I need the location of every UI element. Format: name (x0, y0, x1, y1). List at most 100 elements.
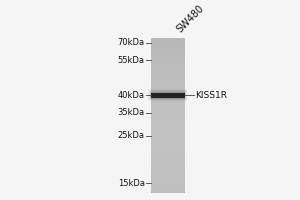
Bar (151, 140, 185, 141)
Bar (151, 131, 185, 132)
Bar (151, 176, 185, 177)
Bar (151, 50, 185, 51)
Bar (151, 55, 185, 56)
Bar (151, 180, 185, 181)
Bar (151, 128, 185, 130)
Bar (151, 123, 185, 125)
Text: 35kDa: 35kDa (118, 108, 145, 117)
Bar (151, 100, 185, 101)
Bar (151, 150, 185, 152)
Bar (151, 59, 185, 60)
Bar (151, 46, 185, 47)
Bar (151, 115, 185, 117)
Bar (151, 177, 185, 179)
Bar (151, 105, 185, 107)
Text: 70kDa: 70kDa (118, 38, 145, 47)
Bar (151, 173, 185, 175)
Bar (151, 126, 185, 127)
Bar (151, 73, 185, 74)
Bar (151, 63, 185, 64)
Bar (151, 41, 185, 42)
Bar (151, 81, 185, 82)
Bar (151, 133, 185, 135)
Bar (151, 127, 185, 129)
Bar (151, 79, 185, 81)
Bar (151, 61, 185, 63)
Bar (151, 117, 185, 118)
Bar (151, 64, 185, 65)
Bar (151, 104, 185, 105)
Bar (151, 190, 185, 192)
Bar (151, 82, 185, 83)
Bar (150, 91, 186, 100)
Bar (151, 148, 185, 149)
Bar (151, 119, 185, 121)
Bar (151, 154, 185, 156)
Bar (150, 92, 185, 99)
Bar (151, 74, 185, 76)
Bar (151, 157, 185, 158)
Bar (151, 67, 185, 68)
Bar (151, 101, 185, 103)
Bar (151, 106, 185, 108)
Bar (151, 54, 185, 55)
Bar (151, 76, 185, 77)
Bar (151, 169, 185, 171)
Bar (151, 97, 185, 99)
Bar (151, 93, 185, 98)
Bar (151, 94, 185, 95)
Bar (151, 42, 185, 44)
Bar (151, 86, 185, 87)
Text: 55kDa: 55kDa (118, 56, 145, 65)
Bar (151, 95, 185, 96)
Text: KISS1R: KISS1R (195, 91, 227, 100)
Bar (151, 56, 185, 58)
Bar (151, 160, 185, 162)
Bar (151, 184, 185, 185)
Bar (151, 88, 185, 90)
Bar (151, 60, 185, 62)
Bar (151, 110, 185, 112)
Bar (151, 139, 185, 140)
Bar (151, 52, 185, 54)
Bar (151, 72, 185, 73)
Bar (151, 49, 185, 50)
Bar (151, 137, 185, 139)
Bar (151, 145, 185, 147)
Bar (151, 158, 185, 159)
Text: 25kDa: 25kDa (118, 131, 145, 140)
Bar (151, 92, 185, 94)
Bar (151, 166, 185, 167)
Bar (151, 45, 185, 46)
Bar (151, 77, 185, 78)
Bar (151, 114, 185, 116)
Bar (151, 51, 185, 53)
Bar (151, 146, 185, 148)
Bar (151, 153, 185, 154)
Bar (151, 151, 185, 153)
Bar (151, 87, 185, 89)
Bar (151, 40, 185, 41)
Bar (151, 179, 185, 180)
Bar (151, 189, 185, 190)
Bar (151, 144, 185, 145)
Bar (151, 47, 185, 49)
Bar (151, 90, 185, 91)
Bar (151, 163, 185, 165)
Bar (151, 124, 185, 126)
Bar (149, 90, 187, 100)
Bar (151, 65, 185, 67)
Bar (151, 85, 185, 86)
Bar (151, 58, 185, 59)
Text: 15kDa: 15kDa (118, 179, 145, 188)
Bar (151, 171, 185, 172)
Bar (151, 135, 185, 136)
Bar (151, 182, 185, 184)
Bar (151, 38, 185, 40)
Bar (151, 103, 185, 104)
Bar (151, 78, 185, 80)
Bar (151, 83, 185, 85)
Text: SW480: SW480 (175, 4, 206, 35)
Bar (151, 68, 185, 69)
Bar (151, 91, 185, 92)
